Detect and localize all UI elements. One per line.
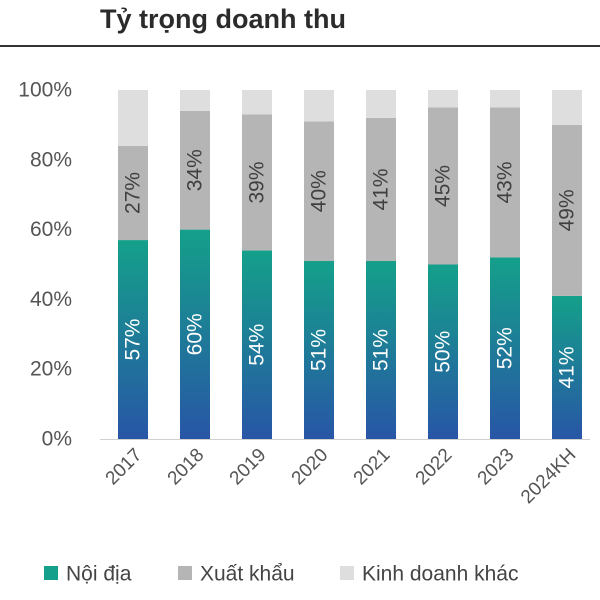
data-label: 51% [370,329,393,371]
x-tick-label: 2022 [412,445,457,490]
data-label: 34% [184,149,207,191]
bar-segment [242,114,272,251]
bar-segment [428,90,458,108]
bar-segment [304,90,334,122]
bar-segment [366,90,396,118]
y-tick-label: 60% [30,218,72,241]
y-tick-label: 80% [30,148,72,171]
y-tick-label: 0% [42,428,72,451]
bar-segment [118,145,148,241]
legend-label: Kinh doanh khác [362,563,518,586]
legend-label: Nội địa [66,563,132,586]
bar-segment [180,229,210,439]
legend-swatch [178,566,192,580]
data-label: 39% [246,161,269,203]
legend-swatch [340,566,354,580]
data-label: 45% [432,165,455,207]
data-label: 54% [246,324,269,366]
y-axis: 0% 20% 40% 60% 80% 100% [18,79,72,451]
data-labels-group: 57% 27% 60% 34% 54% 39% 51% 40% 51% 41% 50% 45% 52% 4… [122,149,579,388]
bar-segment [118,90,148,146]
data-label: 27% [122,172,145,214]
bar-segment [180,110,210,230]
bar-segment [118,240,148,439]
bar-segment [304,121,334,262]
x-tick-label: 2021 [350,445,395,490]
legend-label: Xuất khẩu [200,563,295,586]
data-label: 49% [556,189,579,231]
bar-segment [242,250,272,439]
data-label: 40% [308,170,331,212]
bar-segment [242,90,272,115]
x-tick-label: 2017 [102,445,147,490]
bar-segment [490,257,520,439]
x-tick-label: 2024KH [517,445,580,508]
y-tick-label: 20% [30,358,72,381]
bars-group [118,90,582,439]
bar-segment [304,261,334,439]
legend-swatch [44,566,58,580]
y-tick-label: 40% [30,288,72,311]
data-label: 52% [494,327,517,369]
data-label: 51% [308,329,331,371]
bar-segment [428,264,458,439]
bar-segment [490,90,520,108]
bar-segment [428,107,458,265]
bar-segment [180,90,210,111]
data-label: 57% [122,319,145,361]
x-tick-label: 2023 [474,445,519,490]
bar-segment [366,261,396,439]
x-tick-label: 2020 [288,445,333,490]
legend: Nội địa Xuất khẩu Kinh doanh khác [44,563,518,586]
bar-segment [552,90,582,125]
data-label: 41% [370,168,393,210]
bar-segment [366,117,396,262]
data-label: 43% [494,161,517,203]
y-tick-label: 100% [18,79,72,102]
x-tick-label: 2019 [226,445,271,490]
data-label: 50% [432,331,455,373]
bar-segment [552,124,582,296]
x-tick-label: 2018 [164,445,209,490]
data-label: 60% [184,313,207,355]
bar-segment [552,295,582,439]
bar-segment [490,107,520,258]
title-divider [0,45,600,47]
chart-title: Tỷ trọng doanh thu [100,4,346,34]
data-label: 41% [556,346,579,388]
